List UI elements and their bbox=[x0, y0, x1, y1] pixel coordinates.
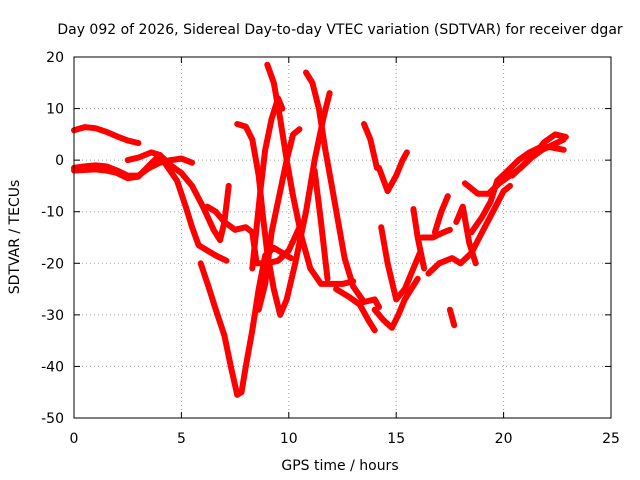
data-series-track-13 bbox=[333, 286, 378, 334]
data-series-track-17 bbox=[371, 275, 421, 331]
data-series-track-1 bbox=[71, 124, 142, 147]
y-tick-label: -40 bbox=[41, 359, 64, 375]
data-series-track-26 bbox=[509, 131, 569, 179]
x-tick-label: 15 bbox=[387, 431, 405, 447]
data-series-track-12 bbox=[311, 167, 331, 282]
data-series-track-14 bbox=[361, 121, 380, 171]
chart-title: Day 092 of 2026, Sidereal Day-to-day VTE… bbox=[57, 22, 623, 38]
y-tick-label: 20 bbox=[46, 50, 64, 66]
y-tick-label: -50 bbox=[41, 411, 64, 427]
y-tick-label: -20 bbox=[41, 256, 64, 272]
y-tick-label: 10 bbox=[46, 102, 64, 118]
axis-ticks: 0 5 10 15 20 25 -50 -40 -30 -20 -10 0 10 20 bbox=[41, 50, 620, 447]
x-axis-label: GPS time / hours bbox=[281, 458, 398, 474]
data-series-track-19 bbox=[419, 226, 453, 241]
y-tick-label: 0 bbox=[55, 153, 64, 169]
plot-frame bbox=[73, 56, 612, 419]
data-series-track-11 bbox=[303, 69, 382, 311]
x-tick-label: 5 bbox=[177, 431, 186, 447]
data-series-track-6 bbox=[204, 203, 303, 267]
grid bbox=[74, 57, 611, 418]
data-series-track-9 bbox=[255, 126, 303, 313]
data-series-track-22 bbox=[446, 306, 458, 329]
series-group bbox=[71, 61, 569, 398]
data-series-track-5 bbox=[197, 244, 294, 398]
data-series-track-16 bbox=[378, 224, 423, 303]
y-tick-label: -30 bbox=[41, 308, 64, 324]
x-tick-label: 25 bbox=[602, 431, 620, 447]
y-axis-label: SDTVAR / TECUs bbox=[7, 180, 23, 295]
data-series-track-15 bbox=[376, 149, 410, 195]
data-series-track-10 bbox=[264, 61, 357, 287]
data-series-track-23 bbox=[453, 203, 479, 267]
data-series-track-4 bbox=[124, 149, 232, 244]
x-tick-label: 20 bbox=[495, 431, 513, 447]
data-series-track-21 bbox=[431, 193, 451, 236]
x-tick-label: 10 bbox=[280, 431, 298, 447]
data-series-track-25 bbox=[468, 144, 567, 236]
y-tick-label: -10 bbox=[41, 205, 64, 221]
x-tick-label: 0 bbox=[70, 431, 79, 447]
data-series-track-18 bbox=[410, 206, 428, 272]
